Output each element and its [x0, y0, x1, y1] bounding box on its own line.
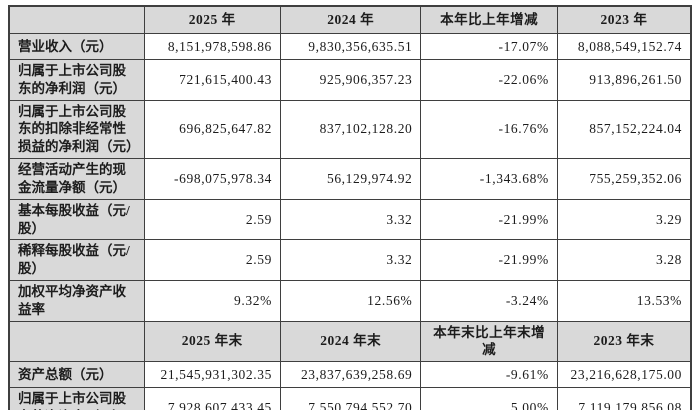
row-label: 加权平均净资产收益率	[8, 279, 145, 322]
table-row-net-profit-excl-nonrecurring: 归属于上市公司股东的扣除非经常性损益的净利润（元） 696,825,647.82…	[8, 99, 692, 160]
row-label: 归属于上市公司股东的净利润（元）	[8, 59, 145, 101]
col-header-end-yoy-change: 本年末比上年末增减	[420, 320, 558, 363]
row-label: 经营活动产生的现金流量净额（元）	[8, 158, 145, 200]
cell-2024: 9,830,356,635.51	[279, 33, 422, 60]
cell-2024-end: 7,550,794,552.70	[279, 387, 422, 410]
col-header-2023-end: 2023 年末	[556, 320, 692, 363]
cell-2024: 12.56%	[279, 279, 422, 322]
row-label: 归属于上市公司股东的扣除非经常性损益的净利润（元）	[8, 99, 145, 160]
cell-2025-end: 21,545,931,302.35	[143, 361, 281, 389]
table-row-basic-eps: 基本每股收益（元/股） 2.59 3.32 -21.99% 3.29	[8, 198, 692, 241]
table-row-total-assets: 资产总额（元） 21,545,931,302.35 23,837,639,258…	[8, 361, 692, 389]
cell-2024: 3.32	[279, 239, 422, 281]
cell-2024: 56,129,974.92	[279, 158, 422, 200]
cell-2023-end: 23,216,628,175.00	[556, 361, 692, 389]
header-row-period-end: 2025 年末 2024 年末 本年末比上年末增减 2023 年末	[8, 320, 692, 363]
header-corner	[8, 320, 145, 363]
cell-2023: 8,088,549,152.74	[556, 33, 692, 60]
col-header-2023: 2023 年	[556, 5, 692, 34]
table-row-net-profit: 归属于上市公司股东的净利润（元） 721,615,400.43 925,906,…	[8, 59, 692, 101]
cell-2025: 2.59	[143, 198, 281, 241]
header-corner	[8, 5, 145, 34]
col-header-2024: 2024 年	[279, 5, 422, 34]
cell-2025: 8,151,978,598.86	[143, 33, 281, 60]
cell-yoy-change: -21.99%	[420, 239, 558, 281]
cell-end-yoy-change: -9.61%	[420, 361, 558, 389]
cell-2025-end: 7,928,607,433.45	[143, 387, 281, 410]
cell-yoy-change: -3.24%	[420, 279, 558, 322]
cell-2023: 13.53%	[556, 279, 692, 322]
cell-2023: 755,259,352.06	[556, 158, 692, 200]
table-row-operating-cash-flow: 经营活动产生的现金流量净额（元） -698,075,978.34 56,129,…	[8, 158, 692, 200]
cell-2024: 3.32	[279, 198, 422, 241]
row-label: 稀释每股收益（元/股）	[8, 239, 145, 281]
col-header-2024-end: 2024 年末	[279, 320, 422, 363]
table-row-diluted-eps: 稀释每股收益（元/股） 2.59 3.32 -21.99% 3.28	[8, 239, 692, 281]
cell-2025: 696,825,647.82	[143, 99, 281, 160]
cell-2024: 925,906,357.23	[279, 59, 422, 101]
cell-2023: 3.28	[556, 239, 692, 281]
cell-yoy-change: -17.07%	[420, 33, 558, 60]
cell-yoy-change: -21.99%	[420, 198, 558, 241]
cell-2023: 857,152,224.04	[556, 99, 692, 160]
row-label: 基本每股收益（元/股）	[8, 198, 145, 241]
row-label: 营业收入（元）	[8, 33, 145, 60]
cell-yoy-change: -22.06%	[420, 59, 558, 101]
cell-yoy-change: -1,343.68%	[420, 158, 558, 200]
cell-yoy-change: -16.76%	[420, 99, 558, 160]
cell-2025: 721,615,400.43	[143, 59, 281, 101]
table-row-weighted-avg-roe: 加权平均净资产收益率 9.32% 12.56% -3.24% 13.53%	[8, 279, 692, 322]
cell-end-yoy-change: 5.00%	[420, 387, 558, 410]
col-header-2025: 2025 年	[143, 5, 281, 34]
cell-2024-end: 23,837,639,258.69	[279, 361, 422, 389]
row-label: 归属于上市公司股东的净资产（元）	[8, 387, 145, 410]
cell-2023: 3.29	[556, 198, 692, 241]
cell-2023: 913,896,261.50	[556, 59, 692, 101]
cell-2025: 9.32%	[143, 279, 281, 322]
key-accounting-data-table: 2025 年 2024 年 本年比上年增减 2023 年 营业收入（元） 8,1…	[8, 5, 692, 410]
cell-2025: -698,075,978.34	[143, 158, 281, 200]
cell-2023-end: 7,119,179,856.08	[556, 387, 692, 410]
row-label: 资产总额（元）	[8, 361, 145, 389]
header-row-period: 2025 年 2024 年 本年比上年增减 2023 年	[8, 5, 692, 34]
cell-2024: 837,102,128.20	[279, 99, 422, 160]
table-row-revenue: 营业收入（元） 8,151,978,598.86 9,830,356,635.5…	[8, 33, 692, 60]
cell-2025: 2.59	[143, 239, 281, 281]
col-header-2025-end: 2025 年末	[143, 320, 281, 363]
table-row-net-assets: 归属于上市公司股东的净资产（元） 7,928,607,433.45 7,550,…	[8, 387, 692, 410]
col-header-yoy-change: 本年比上年增减	[420, 5, 558, 34]
